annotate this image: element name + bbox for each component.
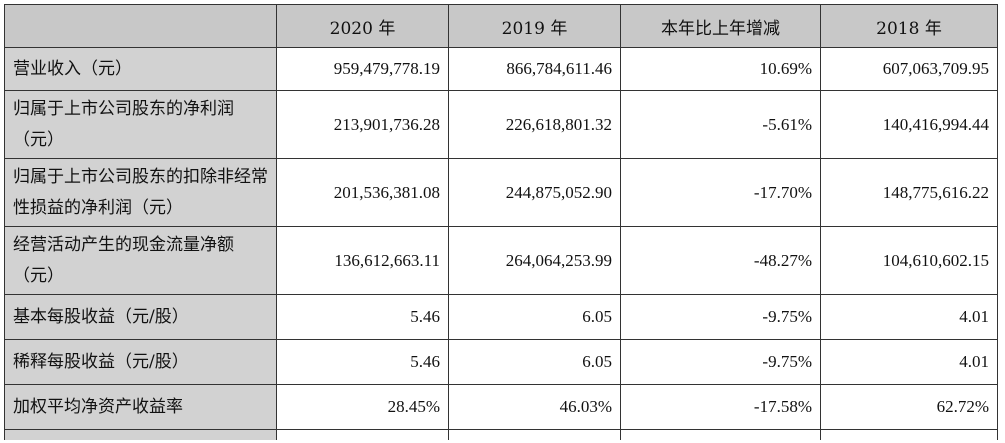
value-2020: 213,901,736.28 [276,90,449,159]
header-change: 本年比上年增减 [620,4,821,48]
table-row: 归属于上市公司股东的扣除非经常性损益的净利润（元） 201,536,381.08… [4,158,998,227]
value-2019: 244,875,052.90 [448,158,621,227]
value-2020: 136,612,663.11 [276,226,449,295]
value-2018: 4.01 [820,294,998,340]
row-label: 经营活动产生的现金流量净额（元） [4,226,277,295]
financial-data-table: 2020 年 2019 年 本年比上年增减 2018 年 营业收入（元） 959… [4,4,998,440]
value-2020: 959,479,778.19 [276,47,449,91]
table-row: 基本每股收益（元/股） 5.46 6.05 -9.75% 4.01 [4,294,998,340]
value-2019: 264,064,253.99 [448,226,621,295]
value-2019: 46.03% [448,384,621,430]
row-label: 稀释每股收益（元/股） [4,339,277,385]
value-2018: 4.01 [820,339,998,385]
value-change: -17.58% [620,384,821,430]
header-2020: 2020 年 [276,4,449,48]
row-label-partial [4,429,277,440]
value-change: -9.75% [620,294,821,340]
value-2018: 607,063,709.95 [820,47,998,91]
table-row-partial [4,429,998,440]
value-2019: 866,784,611.46 [448,47,621,91]
value-change: 10.69% [620,47,821,91]
table-row: 归属于上市公司股东的净利润（元） 213,901,736.28 226,618,… [4,90,998,159]
value-2019: 6.05 [448,339,621,385]
value-2020: 201,536,381.08 [276,158,449,227]
value-2020: 28.45% [276,384,449,430]
value-2018: 62.72% [820,384,998,430]
value-partial [620,429,821,440]
value-2020: 5.46 [276,339,449,385]
table-row: 稀释每股收益（元/股） 5.46 6.05 -9.75% 4.01 [4,339,998,385]
row-label: 加权平均净资产收益率 [4,384,277,430]
value-change: -5.61% [620,90,821,159]
value-partial [276,429,449,440]
table-row: 经营活动产生的现金流量净额（元） 136,612,663.11 264,064,… [4,226,998,295]
header-2019: 2019 年 [448,4,621,48]
table-header-row: 2020 年 2019 年 本年比上年增减 2018 年 [4,4,998,48]
value-2018: 140,416,994.44 [820,90,998,159]
value-2018: 104,610,602.15 [820,226,998,295]
value-partial [820,429,998,440]
value-2019: 6.05 [448,294,621,340]
header-blank-cell [4,4,277,48]
value-2020: 5.46 [276,294,449,340]
table-row: 加权平均净资产收益率 28.45% 46.03% -17.58% 62.72% [4,384,998,430]
value-change: -9.75% [620,339,821,385]
row-label: 归属于上市公司股东的净利润（元） [4,90,277,159]
value-2019: 226,618,801.32 [448,90,621,159]
value-change: -48.27% [620,226,821,295]
row-label: 基本每股收益（元/股） [4,294,277,340]
value-2018: 148,775,616.22 [820,158,998,227]
value-change: -17.70% [620,158,821,227]
table-row: 营业收入（元） 959,479,778.19 866,784,611.46 10… [4,47,998,91]
row-label: 营业收入（元） [4,47,277,91]
row-label: 归属于上市公司股东的扣除非经常性损益的净利润（元） [4,158,277,227]
header-2018: 2018 年 [820,4,998,48]
value-partial [448,429,621,440]
